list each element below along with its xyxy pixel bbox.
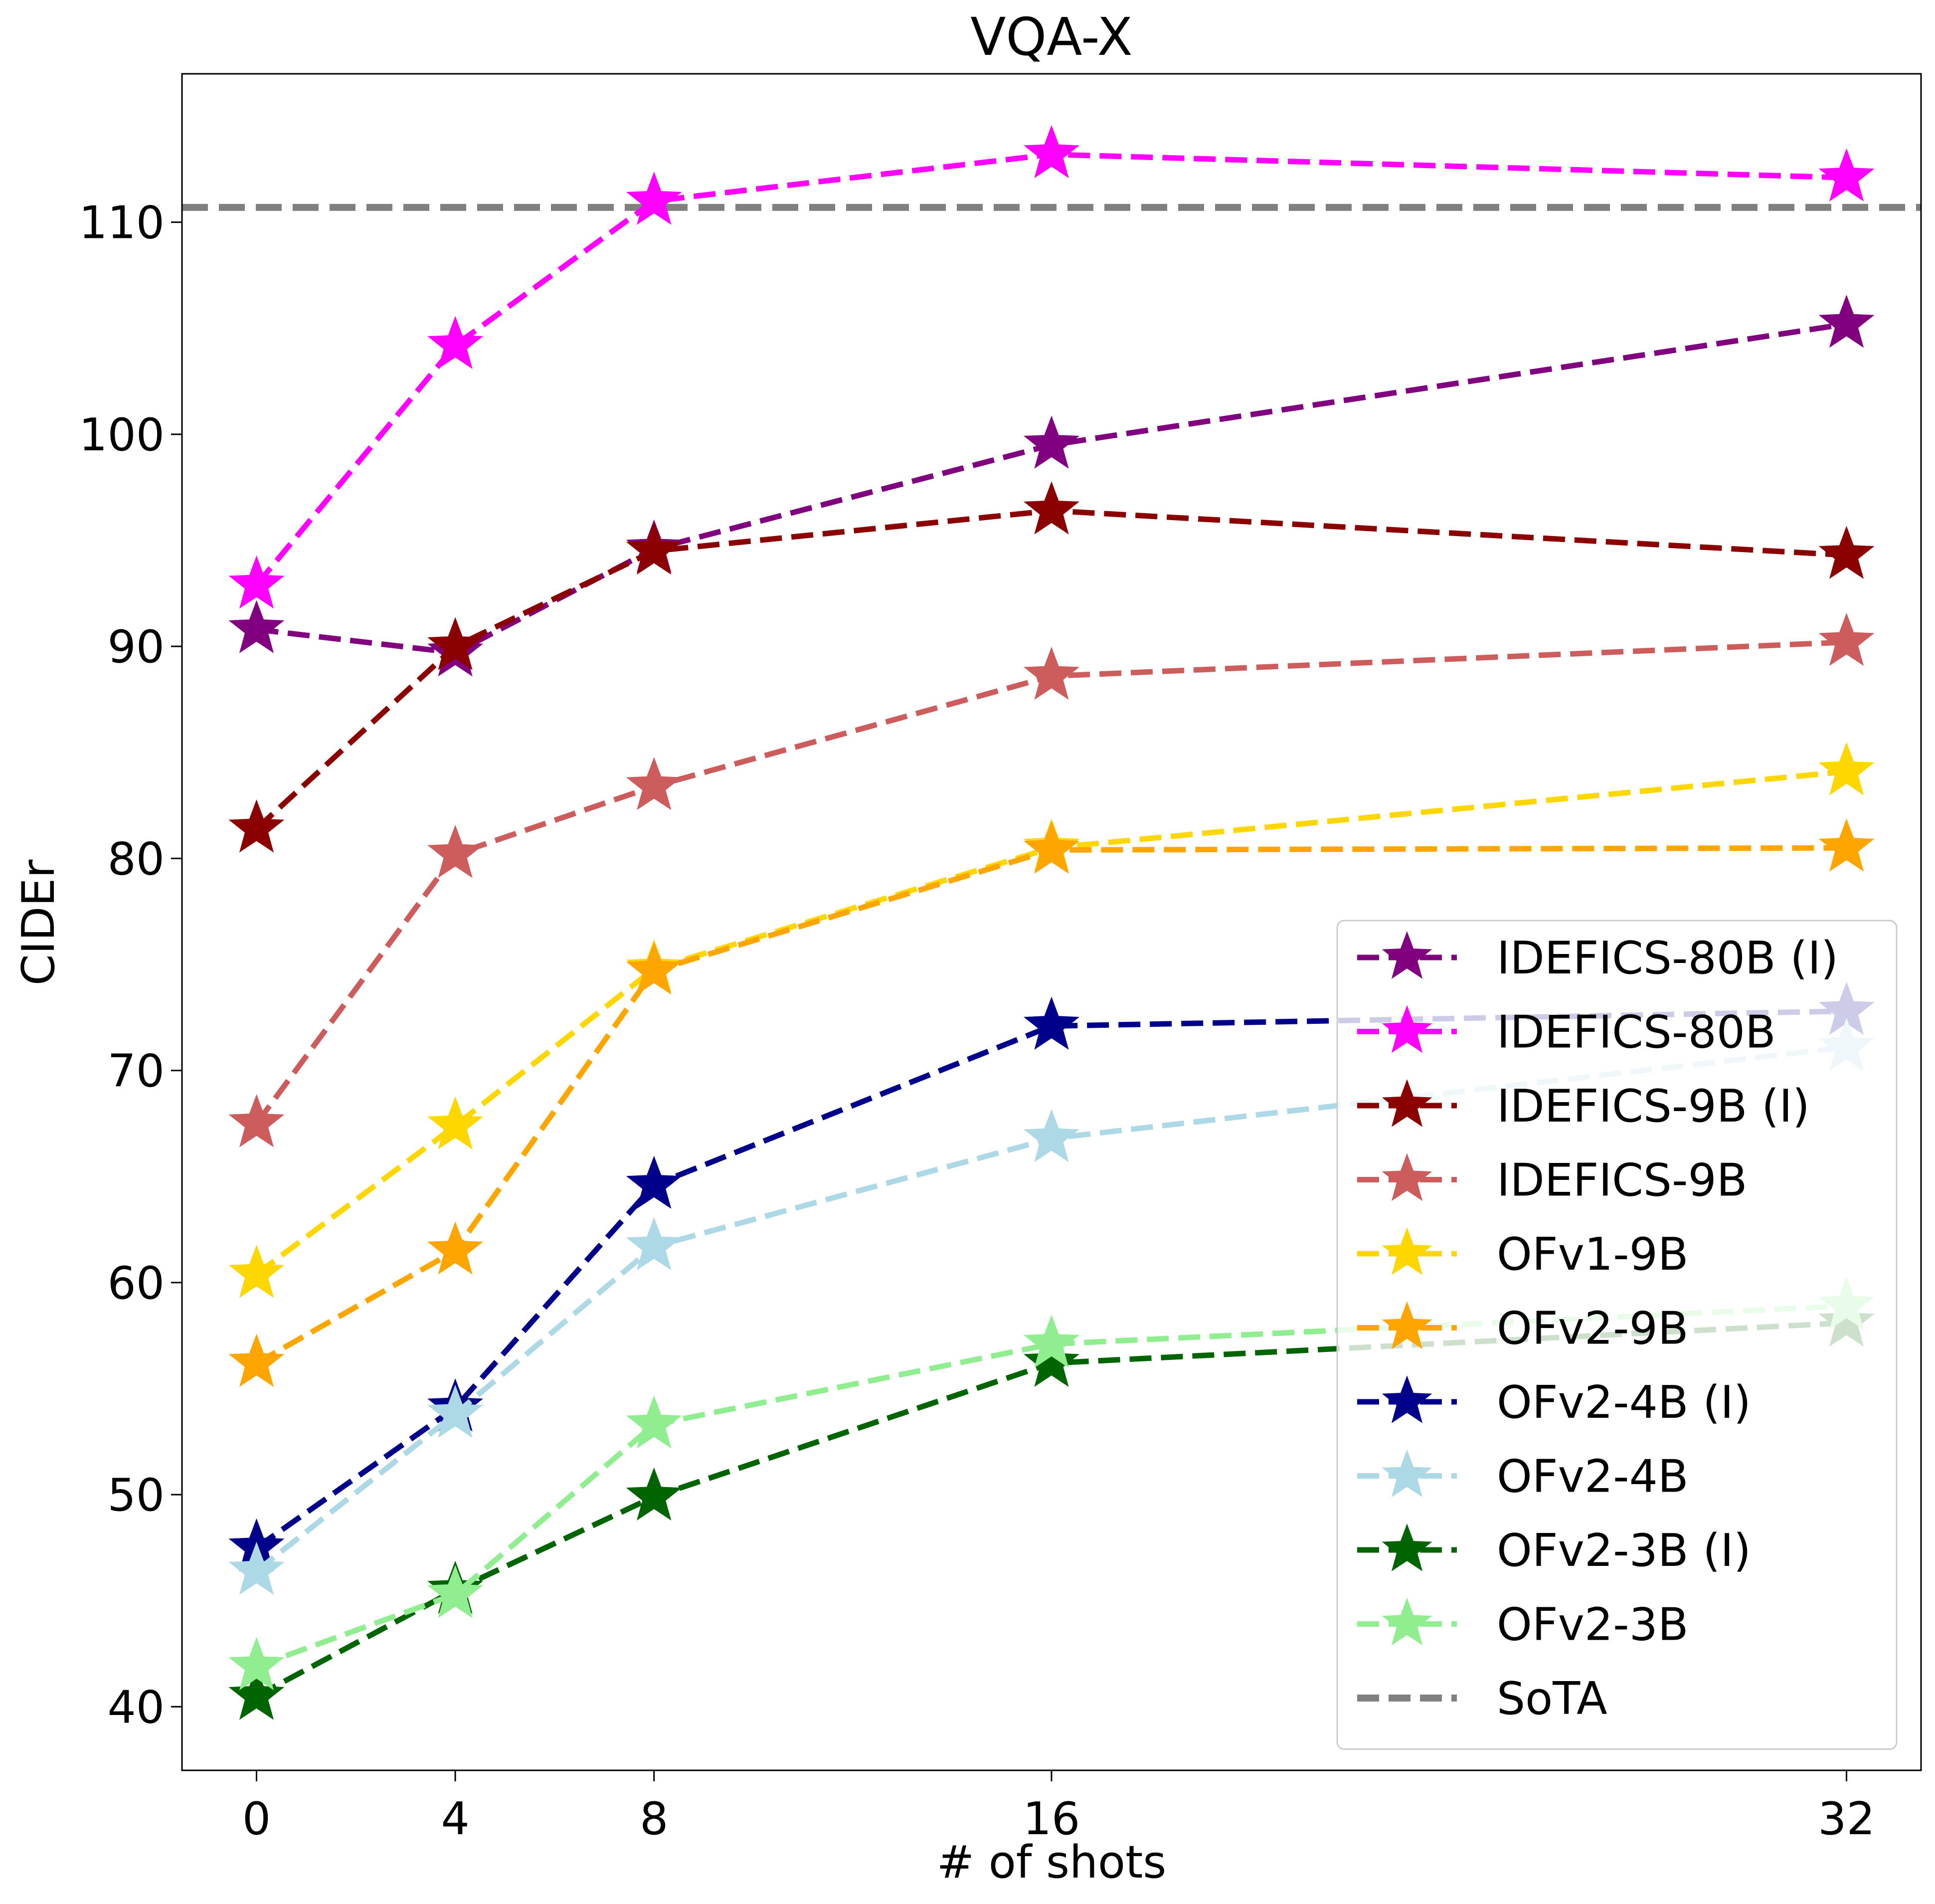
data-point-marker (626, 1155, 682, 1209)
y-tick-label: 60 (107, 1257, 165, 1310)
x-tick-label: 16 (1023, 1793, 1080, 1845)
data-point-marker (1818, 526, 1875, 579)
legend-entry: OFv2-3B (1357, 1597, 1689, 1651)
series-1 (228, 125, 1875, 609)
data-point-marker (626, 172, 682, 225)
data-point-marker (427, 617, 484, 670)
chart-title: VQA-X (970, 6, 1132, 67)
y-tick-label: 70 (107, 1045, 165, 1098)
legend-entry: IDEFICS-80B (1357, 1005, 1776, 1059)
data-point-marker (1023, 646, 1080, 700)
legend-entry: OFv2-3B (I) (1357, 1523, 1751, 1577)
legend-entry: IDEFICS-80B (I) (1357, 931, 1838, 984)
data-point-marker (626, 941, 682, 995)
legend-label: OFv2-4B (I) (1497, 1376, 1751, 1429)
data-point-marker (427, 1384, 484, 1438)
y-axis-label: CIDEr (12, 860, 65, 986)
data-point-marker (228, 600, 285, 653)
legend-star-marker (1382, 931, 1432, 979)
series-2 (228, 481, 1875, 853)
data-point-marker (427, 1565, 484, 1618)
data-point-marker (1818, 294, 1875, 348)
legend-label: OFv2-3B (1497, 1599, 1689, 1651)
legend-entry: OFv2-9B (1357, 1301, 1689, 1355)
series-line (254, 152, 1847, 587)
y-tick-label: 100 (79, 409, 165, 461)
data-point-marker (626, 1395, 682, 1449)
x-tick-label: 0 (242, 1793, 271, 1845)
series-layer (182, 125, 1921, 1720)
legend-box (1336, 920, 1898, 1750)
data-point-marker (1023, 415, 1080, 469)
legend-label: IDEFICS-80B (1497, 1006, 1776, 1059)
legend-star-marker (1382, 1449, 1432, 1498)
legend-label: IDEFICS-9B (I) (1497, 1080, 1810, 1133)
legend-star-marker (1382, 1375, 1432, 1423)
legend-star-marker (1382, 1153, 1432, 1201)
legend-star-marker (1382, 1227, 1432, 1275)
data-point-marker (626, 757, 682, 810)
data-point-marker (1818, 148, 1875, 202)
data-point-marker (228, 1245, 285, 1298)
y-tick-label: 90 (107, 621, 165, 673)
y-tick-label: 50 (107, 1469, 165, 1522)
data-point-marker (228, 556, 285, 609)
legend-label: IDEFICS-80B (I) (1497, 932, 1838, 984)
data-point-marker (626, 1467, 682, 1521)
legend-label: OFv2-9B (1497, 1303, 1689, 1355)
data-point-marker (1818, 612, 1875, 666)
legend-entry: OFv2-4B (I) (1357, 1375, 1751, 1429)
data-point-marker (228, 1094, 285, 1147)
data-point-marker (1023, 996, 1080, 1050)
legend-star-marker (1382, 1079, 1432, 1127)
legend-entry: IDEFICS-9B (1357, 1153, 1747, 1207)
axes-layer: 0 4 8 16 32 40 50 60 70 80 90 100 110 (79, 197, 1875, 1845)
data-point-marker (228, 1333, 285, 1387)
series-3 (228, 612, 1875, 1147)
legend-entry: IDEFICS-9B (I) (1357, 1079, 1810, 1133)
data-point-marker (1023, 820, 1080, 874)
data-point-marker (1818, 818, 1875, 872)
y-tick-label: 40 (107, 1681, 165, 1733)
series-5 (228, 818, 1875, 1387)
data-point-marker (228, 799, 285, 853)
x-tick-label: 4 (441, 1793, 469, 1845)
data-point-marker (626, 521, 682, 575)
data-point-marker (228, 1637, 285, 1691)
legend-label: IDEFICS-9B (1497, 1154, 1747, 1207)
data-point-marker (228, 1667, 285, 1720)
data-point-marker (427, 1221, 484, 1275)
x-axis-label: # of shots (937, 1836, 1167, 1889)
data-point-marker (1023, 1333, 1080, 1387)
legend-star-marker (1382, 1301, 1432, 1349)
data-point-marker (1818, 742, 1875, 795)
x-tick-label: 32 (1818, 1793, 1875, 1845)
data-point-marker (1023, 1109, 1080, 1162)
data-point-marker (1023, 125, 1080, 179)
data-point-marker (1023, 1315, 1080, 1368)
data-point-marker (228, 1541, 285, 1595)
legend-label: OFv1-9B (1497, 1228, 1689, 1281)
y-tick-label: 80 (107, 833, 165, 885)
legend-entry: OFv1-9B (1357, 1227, 1689, 1281)
legend-entry: OFv2-4B (1357, 1449, 1689, 1503)
legend-star-marker (1382, 1597, 1432, 1646)
series-line (255, 768, 1847, 1277)
legend-entry: SoTA (1357, 1673, 1607, 1725)
y-tick-label: 110 (79, 197, 165, 249)
data-point-marker (1023, 481, 1080, 535)
legend-star-marker (1382, 1523, 1432, 1571)
legend-label: OFv2-3B (I) (1497, 1524, 1751, 1577)
data-point-marker (626, 1217, 682, 1271)
legend: IDEFICS-80B (I) IDEFICS-80B IDEFICS-9B (I)… (1336, 920, 1898, 1750)
legend-label: OFv2-4B (1497, 1451, 1689, 1503)
data-point-marker (427, 316, 484, 369)
legend-label: SoTA (1497, 1673, 1607, 1725)
data-point-marker (427, 825, 484, 878)
x-tick-label: 8 (640, 1793, 668, 1845)
data-point-marker (427, 1096, 484, 1149)
legend-star-marker (1382, 1005, 1432, 1053)
